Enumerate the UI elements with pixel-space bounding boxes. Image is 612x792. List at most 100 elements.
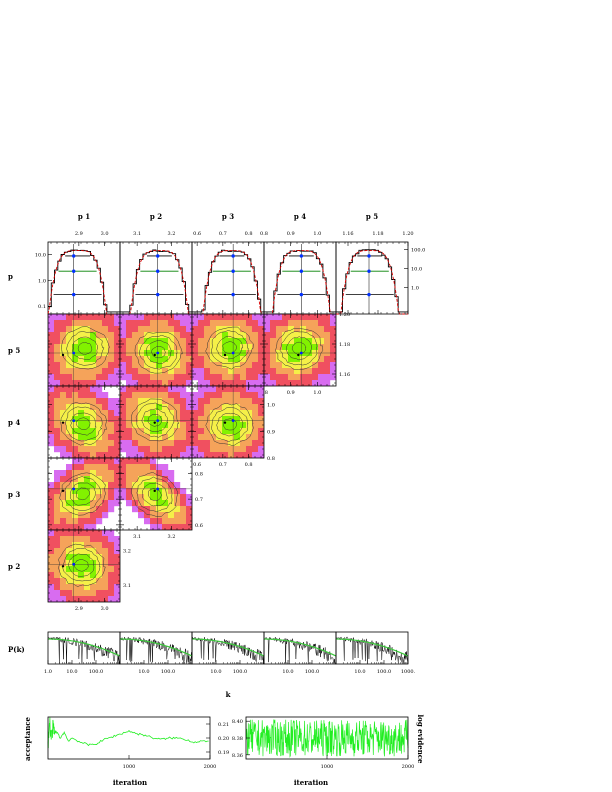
density-cell bbox=[258, 410, 264, 417]
density-cell bbox=[102, 554, 109, 561]
density-cell bbox=[288, 326, 295, 333]
density-cell bbox=[48, 596, 55, 602]
density-cell bbox=[150, 398, 157, 405]
density-cell bbox=[78, 422, 85, 429]
density-cell bbox=[60, 530, 67, 537]
density-cell bbox=[132, 374, 139, 381]
density-cell bbox=[54, 410, 61, 417]
density-cell bbox=[66, 434, 73, 441]
truth-point bbox=[153, 353, 156, 357]
density-cell bbox=[48, 380, 55, 386]
density-cell bbox=[144, 464, 151, 471]
density-cell bbox=[102, 470, 109, 477]
density-cell bbox=[72, 446, 79, 453]
panel-frame bbox=[119, 457, 193, 531]
density-cell bbox=[228, 440, 235, 447]
density-cell bbox=[228, 320, 235, 327]
density-cell bbox=[258, 398, 264, 405]
density-cell bbox=[300, 338, 307, 345]
density-cell bbox=[192, 356, 199, 363]
density-cell bbox=[78, 488, 85, 495]
marker-point bbox=[299, 269, 304, 273]
density-cell bbox=[276, 332, 283, 339]
density-cell bbox=[132, 404, 139, 411]
tick-label: 0.8 bbox=[260, 231, 268, 237]
density-cell bbox=[294, 368, 301, 375]
density-cell bbox=[114, 320, 120, 327]
density-cell bbox=[162, 416, 169, 423]
density-cell bbox=[270, 368, 277, 375]
density-cell bbox=[96, 434, 103, 441]
density-cell bbox=[234, 386, 241, 393]
density-cell bbox=[252, 398, 259, 405]
density-cell bbox=[48, 554, 55, 561]
density-cell bbox=[252, 416, 259, 423]
contour bbox=[147, 414, 163, 427]
tick-label: 3.2 bbox=[167, 534, 175, 540]
density-cell bbox=[54, 596, 61, 602]
density-cell bbox=[204, 404, 211, 411]
density-cell bbox=[66, 368, 73, 375]
density-cell bbox=[90, 476, 97, 483]
density-cell bbox=[66, 536, 73, 543]
density-cell bbox=[174, 362, 181, 369]
density-cell bbox=[282, 374, 289, 381]
tick-label: 1000 bbox=[123, 764, 136, 770]
density-cell bbox=[186, 398, 192, 405]
density-cell bbox=[246, 416, 253, 423]
density-cell bbox=[150, 320, 157, 327]
density-cell bbox=[72, 374, 79, 381]
density-cell bbox=[72, 434, 79, 441]
pair-panel: 0.80.91.01.161.181.20 bbox=[260, 312, 350, 396]
density-cell bbox=[60, 422, 67, 429]
density-cell bbox=[162, 404, 169, 411]
marker-point bbox=[367, 269, 371, 273]
density-cell bbox=[66, 392, 73, 399]
truth-point bbox=[61, 353, 65, 357]
density-cell bbox=[330, 332, 336, 339]
density-cell bbox=[96, 512, 103, 519]
pk-ylabel: P(k) bbox=[8, 645, 25, 654]
density-cell bbox=[174, 314, 181, 321]
density-cell bbox=[186, 524, 192, 530]
density-cell bbox=[168, 332, 175, 339]
density-cell bbox=[96, 392, 103, 399]
density-cell bbox=[234, 320, 241, 327]
density-cell bbox=[102, 578, 109, 585]
density-cell bbox=[258, 374, 264, 381]
density-cell bbox=[186, 410, 192, 417]
density-cell bbox=[72, 584, 79, 591]
density-cell bbox=[60, 356, 67, 363]
density-cell bbox=[204, 434, 211, 441]
density-cell bbox=[96, 578, 103, 585]
density-cell bbox=[186, 434, 192, 441]
density-cell bbox=[102, 464, 109, 471]
density-cell bbox=[318, 368, 325, 375]
density-cell bbox=[84, 386, 91, 393]
density-cell bbox=[48, 392, 55, 399]
density-cell bbox=[48, 404, 55, 411]
density-cell bbox=[240, 368, 247, 375]
histogram bbox=[48, 249, 120, 313]
density-cell bbox=[276, 344, 283, 351]
tick-label: 100.0 bbox=[89, 669, 103, 675]
pk-panel: 10.0 100.0 bbox=[191, 631, 265, 675]
density-cell bbox=[312, 326, 319, 333]
density-cell bbox=[156, 320, 163, 327]
density-cell bbox=[78, 524, 85, 530]
density-cell bbox=[120, 410, 127, 417]
density-cell bbox=[54, 512, 61, 519]
density-cell bbox=[204, 356, 211, 363]
density-cell bbox=[132, 452, 139, 458]
density-cell bbox=[66, 428, 73, 435]
density-cell bbox=[66, 572, 73, 579]
density-cell bbox=[144, 314, 151, 321]
density-cell bbox=[114, 368, 120, 375]
density-cell bbox=[180, 392, 187, 399]
density-cell bbox=[168, 374, 175, 381]
density-cell bbox=[84, 392, 91, 399]
density-cell bbox=[66, 422, 73, 429]
density-cell bbox=[228, 422, 235, 429]
density-cell bbox=[78, 386, 85, 393]
density-cell bbox=[288, 380, 295, 386]
